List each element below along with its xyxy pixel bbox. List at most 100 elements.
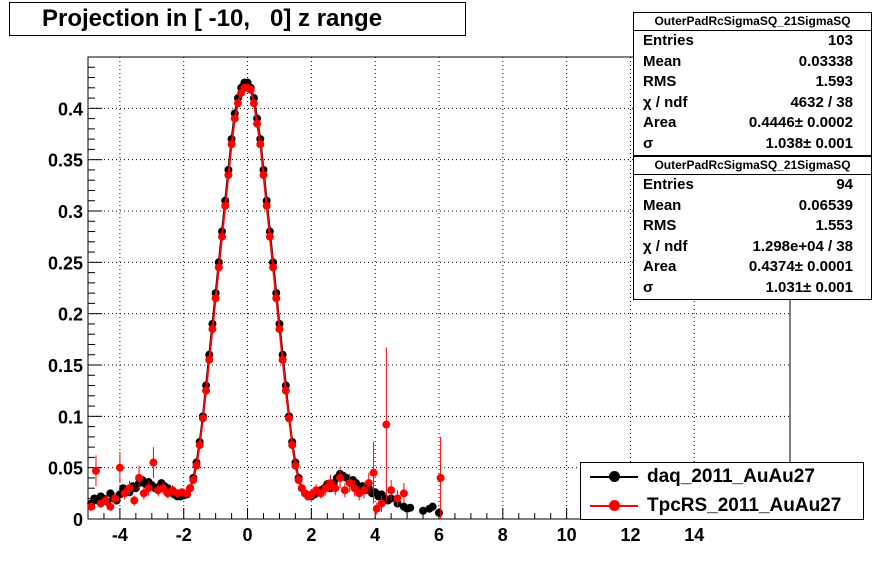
data-point [321,484,330,493]
stats-header: OuterPadRcSigmaSQ_21SigmaSQ [634,13,871,31]
data-point [364,479,373,488]
y-tick-label: 0 [73,510,83,530]
data-point [269,263,278,272]
legend-label-daq: daq_2011_AuAu27 [647,466,815,487]
series-tpcrs [87,83,445,519]
data-point [406,503,415,512]
stats-row-chi2: χ / ndf 1.298e+04 / 38 [634,237,871,258]
legend: daq_2011_AuAu27 TpcRS_2011_AuAu27 [580,462,864,520]
stats-label: χ / ndf [643,93,688,111]
data-point [246,85,255,94]
stats-value: 0.06539 [798,196,853,214]
data-point [345,479,354,488]
stats-label: RMS [643,217,677,235]
data-point [120,489,129,498]
stats-row-chi2: χ / ndf 4632 / 38 [634,93,871,114]
data-point [192,461,201,470]
data-point [278,355,287,364]
data-point [125,484,134,493]
legend-entry-daq: daq_2011_AuAu27 [581,463,863,491]
legend-marker-tpcrs [609,500,620,511]
data-series [87,78,445,519]
x-tick-label: 2 [306,525,316,545]
y-tick-label: 0.4 [58,99,83,119]
stats-label: Area [643,258,677,276]
data-point [111,494,120,503]
data-point [272,294,281,303]
data-point [144,484,153,493]
stats-row-rms: RMS 1.553 [634,216,871,237]
data-point [281,386,290,395]
data-point [106,502,115,511]
x-tick-label: -4 [112,525,128,545]
data-point [316,489,325,498]
data-point [387,486,396,495]
data-point [211,294,220,303]
data-point [331,484,340,493]
y-tick-label: 0.3 [58,202,83,222]
stats-value: 1.298e+04 / 38 [752,237,853,255]
data-point [326,479,335,488]
data-point [208,325,217,334]
data-point [186,484,195,493]
data-point [275,325,284,334]
stats-value: 0.4374± 0.0001 [748,258,853,276]
stats-row-area: Area 0.4374± 0.0001 [634,257,871,278]
data-point [419,506,428,515]
x-tick-label: 4 [370,525,380,545]
data-point [393,494,402,503]
y-tick-label: 0.05 [48,459,83,479]
data-point [87,502,96,511]
data-point [285,414,294,423]
data-point [158,484,167,493]
stats-value: 103 [827,32,853,49]
stats-label: Entries [643,32,694,49]
stats-row-sigma: σ 1.038± 0.001 [634,134,871,155]
stats-label: Area [643,114,677,132]
data-point [382,420,391,429]
stats-box-daq: OuterPadRcSigmaSQ_21SigmaSQ Entries 103 M… [633,12,872,156]
data-point [262,201,271,210]
stats-box-tpcrs: OuterPadRcSigmaSQ_21SigmaSQ Entries 94 Me… [633,156,872,300]
stats-label: Mean [643,196,682,214]
data-point [189,475,198,484]
data-point [115,463,124,472]
data-point [435,508,443,517]
data-point [135,473,144,482]
stats-header: OuterPadRcSigmaSQ_21SigmaSQ [634,157,871,175]
x-tick-label: 6 [434,525,444,545]
stats-value: 94 [836,176,853,193]
x-tick-label: 12 [620,525,640,545]
stats-label: χ / ndf [643,237,688,255]
data-point [195,441,204,450]
data-point [101,496,110,505]
stats-row-entries: Entries 103 [634,31,871,52]
x-tick-label: 14 [684,525,704,545]
data-point [399,489,408,498]
chart-title: Projection in [ -10, 0] z range [9,2,466,36]
stats-row-entries: Entries 94 [634,175,871,196]
data-point [256,140,265,149]
data-point [227,140,236,149]
stats-label: σ [643,134,654,152]
data-point [91,466,100,475]
data-point [265,232,274,241]
stats-row-rms: RMS 1.593 [634,72,871,93]
data-point [294,475,303,484]
x-tick-label: 8 [498,525,508,545]
legend-label-tpcrs: TpcRS_2011_AuAu27 [647,495,842,516]
y-tick-label: 0.35 [48,151,83,171]
data-point [259,171,268,180]
y-tick-label: 0.1 [58,407,83,427]
data-point [205,355,214,364]
stats-value: 1.031± 0.001 [765,278,853,296]
stats-value: 4632 / 38 [790,93,853,111]
y-tick-label: 0.25 [48,253,83,273]
axes: -4 -2 0 2 4 6 8 10 12 14 0 0.05 0.1 0.15 0.2 0.25 0.3 0.3… [48,56,791,545]
data-point [198,414,207,423]
grid-lines [88,57,790,519]
data-point [149,458,158,467]
stats-row-mean: Mean 0.03338 [634,52,871,73]
data-point [253,119,262,128]
stats-label: σ [643,278,654,296]
